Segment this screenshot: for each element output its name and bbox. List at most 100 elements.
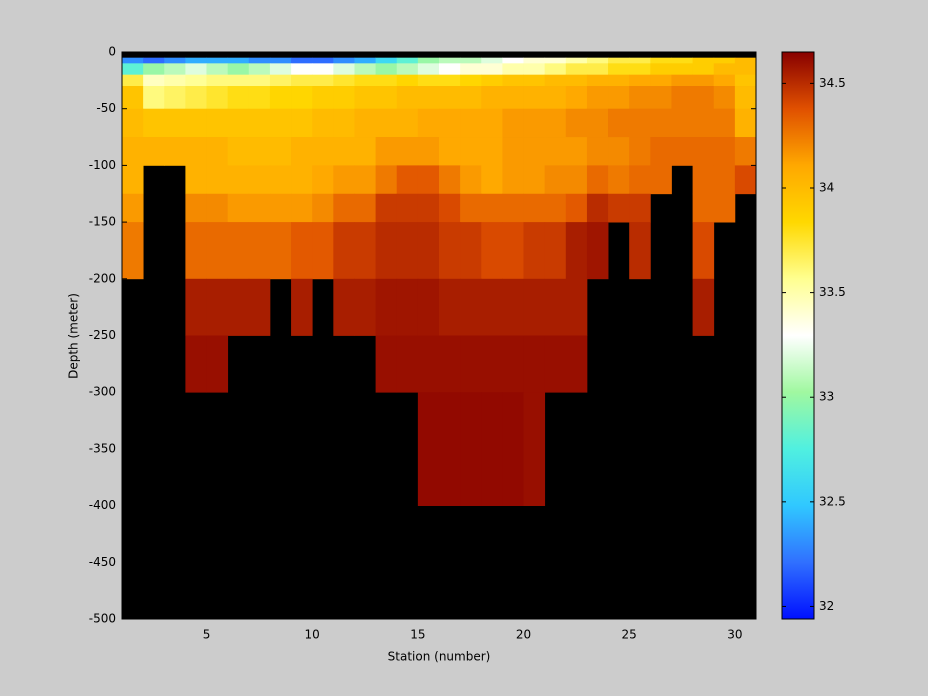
cell — [312, 137, 334, 166]
cell — [143, 57, 165, 64]
cell — [502, 137, 524, 166]
cell — [185, 108, 207, 138]
cell — [481, 278, 503, 336]
cell — [523, 222, 546, 280]
cell — [692, 137, 715, 166]
cell — [333, 137, 355, 166]
cell — [439, 63, 461, 76]
y-tick-label: -200 — [89, 271, 116, 285]
cell — [122, 86, 144, 110]
cell — [206, 108, 229, 138]
cell — [396, 63, 419, 76]
cell — [312, 165, 334, 195]
cell — [565, 86, 588, 110]
cell — [291, 193, 313, 223]
cell — [565, 63, 588, 76]
cell — [523, 74, 546, 87]
cell — [671, 137, 693, 166]
cell — [586, 193, 609, 223]
y-tick-label: -250 — [89, 328, 116, 342]
cell — [734, 86, 757, 110]
colorbar-tick-label: 33.5 — [819, 285, 846, 299]
cell — [671, 57, 693, 64]
cell — [608, 63, 630, 76]
cell — [122, 165, 144, 195]
x-tick-label: 20 — [516, 628, 531, 642]
cell — [248, 57, 271, 64]
y-tick-label: -500 — [89, 612, 116, 626]
cell — [734, 57, 757, 64]
cell — [312, 74, 334, 87]
cell — [396, 335, 419, 393]
x-tick-label: 10 — [305, 628, 320, 642]
cell — [523, 86, 546, 110]
cell — [502, 86, 524, 110]
cell — [460, 278, 482, 336]
cell — [713, 86, 736, 110]
cell — [713, 74, 736, 87]
cell — [713, 57, 736, 64]
cell — [565, 222, 588, 280]
cell — [354, 63, 376, 76]
cell — [713, 137, 736, 166]
cell — [227, 86, 250, 110]
cell — [164, 137, 186, 166]
cell — [734, 63, 757, 76]
cell — [417, 86, 440, 110]
cell — [185, 335, 207, 393]
cell — [375, 278, 398, 336]
cell — [417, 137, 440, 166]
cell — [396, 74, 419, 87]
cell — [206, 335, 229, 393]
cell — [734, 165, 757, 195]
cell — [396, 222, 419, 280]
cell — [460, 86, 482, 110]
cell — [417, 74, 440, 87]
cell — [650, 74, 672, 87]
cell — [185, 165, 207, 195]
cell — [227, 165, 250, 195]
cell — [629, 137, 651, 166]
cell — [164, 57, 186, 64]
cell — [143, 74, 165, 87]
cell — [396, 193, 419, 223]
cell — [481, 108, 503, 138]
cell — [734, 108, 757, 138]
cell — [417, 222, 440, 280]
cell — [544, 57, 567, 64]
cells — [122, 57, 757, 506]
cell — [185, 57, 207, 64]
cell — [608, 57, 630, 64]
cell — [122, 137, 144, 166]
cell — [608, 108, 630, 138]
cell — [650, 63, 672, 76]
cell — [122, 222, 144, 280]
cell — [544, 222, 567, 280]
cell — [481, 63, 503, 76]
cell — [375, 137, 398, 166]
cell — [713, 193, 736, 223]
cell — [185, 222, 207, 280]
cell — [692, 57, 715, 64]
cell — [523, 108, 546, 138]
cell — [586, 108, 609, 138]
cell — [523, 193, 546, 223]
cell — [439, 335, 461, 393]
cell — [650, 137, 672, 166]
cell — [650, 165, 672, 195]
cell — [692, 278, 715, 336]
cell — [565, 193, 588, 223]
cell — [312, 222, 334, 280]
cell — [608, 193, 630, 223]
cell — [396, 137, 419, 166]
cell — [248, 86, 271, 110]
cell — [164, 63, 186, 76]
y-tick-label: -100 — [89, 158, 116, 172]
cell — [544, 137, 567, 166]
cell — [692, 86, 715, 110]
cell — [396, 165, 419, 195]
cell — [523, 392, 546, 506]
cell — [375, 108, 398, 138]
cell — [333, 74, 355, 87]
cell — [565, 137, 588, 166]
